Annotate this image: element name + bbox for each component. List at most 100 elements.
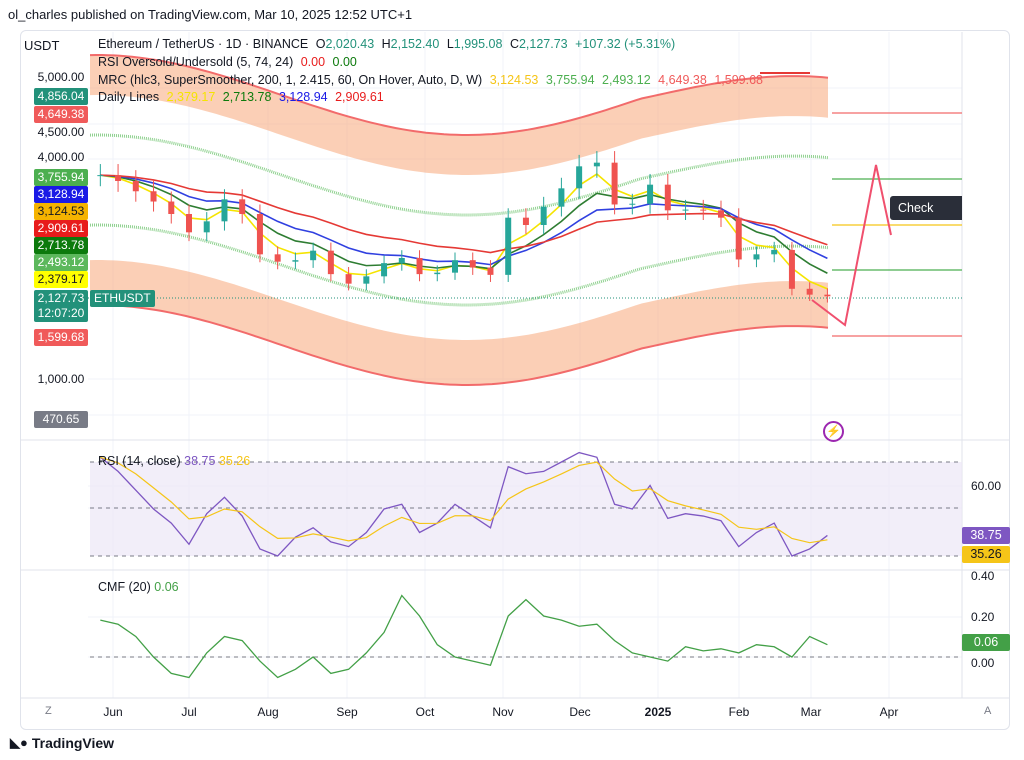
mrc-upper-outer-line (89, 54, 829, 136)
rsi-value: 38.75 (184, 454, 216, 468)
legend-main: Ethereum / TetherUS · 1D · BINANCE O2,02… (98, 37, 675, 51)
time-tick: Jun (103, 705, 123, 719)
candle-body (753, 254, 760, 260)
price-tag: 2,909.61 (34, 220, 88, 237)
candle-body (576, 166, 583, 189)
mrc-value-lower-outer: 1,599.68 (714, 73, 763, 87)
cmf-tick: 0.20 (971, 610, 995, 624)
bar-countdown: 12:07:20 (37, 306, 85, 320)
mrc-value-mean: 3,124.53 (489, 73, 539, 87)
time-tick: Oct (415, 705, 435, 719)
candle-body (256, 213, 263, 255)
rsi-os-name: RSI Oversold/Undersold (5, 74, 24) (98, 55, 294, 69)
candle-body (239, 199, 246, 214)
open-value: 2,020.43 (325, 37, 375, 51)
price-tick: 4,500.00 (37, 125, 85, 139)
candle-body (97, 175, 104, 177)
price-tag: 2,379.17 (34, 271, 88, 288)
legend-mrc[interactable]: MRC (hlc3, SuperSmoother, 200, 1, 2.415,… (98, 73, 763, 87)
price-tick: 5,000.00 (37, 70, 85, 84)
candle-body (363, 276, 370, 284)
publisher-caption: ol_charles published on TradingView.com,… (8, 7, 413, 22)
candle-body (735, 217, 742, 260)
legend-daily-lines[interactable]: Daily Lines 2,379.17 2,713.78 3,128.94 2… (98, 90, 384, 104)
open-label: O (315, 37, 326, 51)
chart-frame (20, 30, 1010, 730)
rsi-ma-value: 35.26 (218, 454, 251, 468)
time-tick: Aug (257, 705, 279, 719)
mrc-upper-inner-line (89, 133, 829, 217)
candle-body (700, 209, 707, 211)
candle-body (806, 288, 813, 295)
timezone-button[interactable]: Z (45, 705, 52, 717)
rsi-legend[interactable]: RSI (14, close) 38.75 35.26 (98, 454, 250, 468)
legend-rsi-os[interactable]: RSI Oversold/Undersold (5, 74, 24) 0.00 … (98, 55, 357, 69)
candle-body (487, 267, 494, 275)
symbol-title[interactable]: Ethereum / TetherUS · 1D · BINANCE (98, 37, 309, 51)
price-tick: 1,000.00 (37, 372, 85, 386)
low-label: L (446, 37, 454, 51)
candle-body (540, 206, 547, 225)
rsi-tick: 60.00 (971, 479, 1002, 493)
check-mtf-tooltip[interactable]: Check MTF (890, 196, 962, 239)
cmf-legend[interactable]: CMF (20) 0.06 (98, 580, 179, 594)
candle-body (771, 249, 778, 255)
time-tick: Apr (879, 705, 899, 719)
daily-line-value-3: 3,128.94 (278, 90, 328, 104)
time-tick: Jul (181, 705, 197, 719)
cmf-title: CMF (20) (98, 580, 151, 594)
candle-body (115, 175, 122, 181)
auto-scale-button[interactable]: A (984, 705, 992, 717)
cmf-tick: 0.00 (971, 656, 995, 670)
price-tag: 2,493.12 (34, 254, 88, 271)
candle-body (558, 188, 565, 207)
close-label: C (509, 37, 519, 51)
candle-body (381, 263, 388, 277)
cmf-line (100, 594, 828, 679)
cmf-value: 0.06 (154, 580, 179, 594)
rsi-ma-tag: 35.26 (962, 546, 1010, 563)
mrc-lower-inner-line (89, 223, 829, 307)
candle-body (132, 180, 139, 192)
time-tick: Nov (492, 705, 514, 719)
rsi-line (99, 451, 828, 557)
daily-lines-name: Daily Lines (98, 90, 160, 104)
daily-line-4 (100, 174, 828, 254)
lightning-icon[interactable]: ⚡ (823, 421, 844, 442)
price-tag: 3,124.53 (34, 203, 88, 220)
current-price-tag: 2,127.73 12:07:20 (34, 290, 88, 322)
candle-body (788, 249, 795, 289)
candle-body (682, 209, 689, 211)
candle-body (452, 260, 458, 273)
tradingview-logo-icon: ◣● (10, 735, 28, 750)
cmf-value-tag: 0.06 (962, 634, 1010, 651)
candle-body (469, 260, 476, 268)
rsi-background (90, 462, 962, 556)
candle-body (168, 201, 175, 214)
mrc-lower-outer-line (89, 304, 829, 386)
rsi-value-tag: 38.75 (962, 527, 1010, 544)
time-tick: Sep (336, 705, 358, 719)
candle-body (203, 221, 210, 233)
candle-body (221, 199, 228, 222)
bottom-price-tag: 470.65 (34, 411, 88, 428)
mrc-lower-band (90, 260, 828, 385)
mrc-upper-band (90, 55, 828, 175)
candle-body (398, 257, 405, 264)
time-tick: Feb (728, 705, 750, 719)
price-tick: 4,000.00 (37, 150, 85, 164)
candle-body (186, 213, 192, 233)
mrc-name: MRC (hlc3, SuperSmoother, 200, 1, 2.415,… (98, 73, 483, 87)
brand-name: TradingView (31, 735, 115, 751)
high-value: 2,152.40 (390, 37, 440, 51)
candle-body (522, 217, 529, 225)
price-tag: 3,755.94 (34, 169, 88, 186)
rsi-os-value-2: 0.00 (332, 55, 357, 69)
price-tag: 1,599.68 (34, 329, 88, 346)
candle-body (611, 162, 618, 205)
candle-body (310, 250, 317, 261)
candle-body (345, 274, 352, 284)
change-value: +107.32 (+5.31%) (575, 37, 676, 51)
symbol-tag: ETHUSDT (90, 290, 155, 307)
